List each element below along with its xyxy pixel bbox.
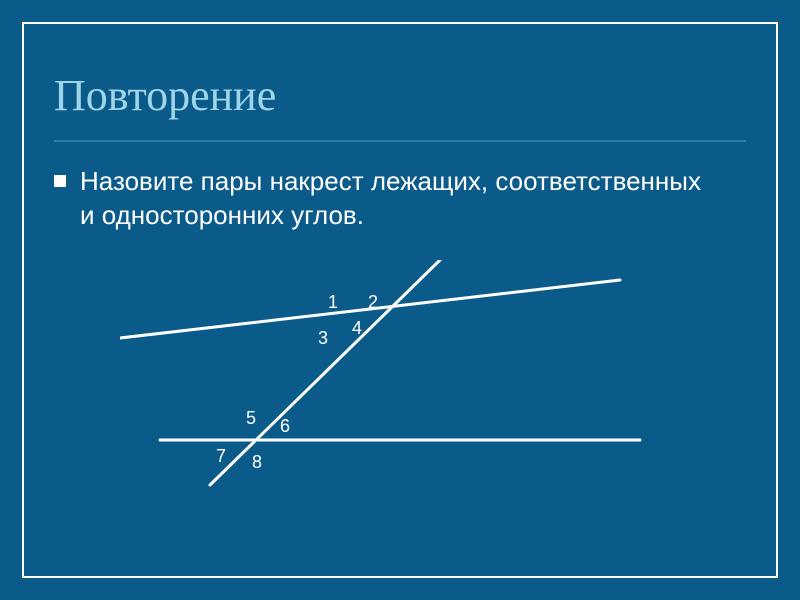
- bullet-item: Назовите пары накрест лежащих, соответст…: [54, 165, 714, 233]
- angle-label: 1: [328, 292, 338, 313]
- bullet-text: Назовите пары накрест лежащих, соответст…: [80, 165, 714, 233]
- angle-label: 7: [216, 446, 226, 467]
- slide-title: Повторение: [54, 70, 276, 121]
- angle-label: 5: [246, 408, 256, 429]
- diagram-svg: [120, 260, 680, 540]
- angle-label: 8: [252, 452, 262, 473]
- angle-label: 2: [368, 292, 378, 313]
- angle-label: 3: [318, 328, 328, 349]
- diagram-line: [210, 260, 440, 485]
- slide: Повторение Назовите пары накрест лежащих…: [0, 0, 800, 600]
- bullet-marker: [54, 175, 66, 187]
- angle-label: 6: [280, 416, 290, 437]
- angle-label: 4: [352, 318, 362, 339]
- title-underline: [54, 140, 746, 142]
- angles-diagram: 1 2 3 4 5 6 7 8: [120, 260, 680, 540]
